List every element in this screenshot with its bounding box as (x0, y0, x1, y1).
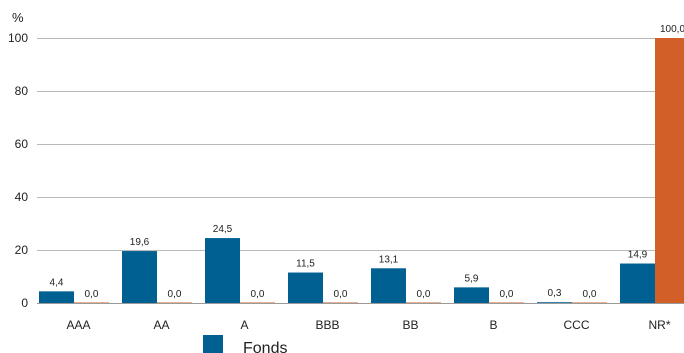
bar-series0-AAA (39, 291, 74, 303)
value-label-series0-NR*: 14,9 (628, 250, 648, 261)
y-tick-label-60: 60 (15, 137, 29, 151)
x-tick-label-BB: BB (402, 318, 418, 332)
y-axis-ticks: 0 20 40 60 80 100 (8, 31, 28, 310)
bar-series0-NR* (620, 263, 655, 303)
value-label-series1-BB: 0,0 (417, 289, 431, 300)
bar-series1-AA (157, 302, 192, 303)
value-label-series0-A: 24,5 (213, 224, 233, 235)
legend-swatch-fonds (203, 335, 223, 353)
x-tick-label-NR*: NR* (648, 318, 670, 332)
value-labels: 4,4 0,0 19,6 0,0 24,5 0,0 11,5 0,0 13,1 0,0 5,9 0,0… (50, 24, 684, 300)
bar-series1-B (489, 302, 524, 303)
x-axis-ticks: AAA AA A BBB BB B CCC NR* (66, 318, 670, 332)
y-tick-label-100: 100 (8, 31, 28, 45)
x-tick-label-A: A (240, 318, 248, 332)
value-label-series1-A: 0,0 (251, 289, 265, 300)
grid-lines (37, 38, 684, 304)
y-tick-label-20: 20 (15, 243, 29, 257)
value-label-series0-AAA: 4,4 (50, 277, 64, 288)
legend-label-fonds: Fonds (243, 340, 287, 353)
value-label-series0-BBB: 11,5 (296, 259, 315, 270)
y-tick-label-80: 80 (15, 84, 29, 98)
value-label-series1-AA: 0,0 (168, 289, 182, 300)
value-label-series0-AA: 19,6 (130, 237, 150, 248)
bar-series0-BBB (288, 272, 323, 303)
bar-series1-A (240, 302, 275, 303)
y-tick-label-0: 0 (21, 296, 28, 310)
bar-series0-CCC (537, 302, 572, 303)
value-label-series1-AAA: 0,0 (85, 289, 99, 300)
bar-series1-AAA (74, 302, 109, 303)
bars (39, 38, 684, 303)
bar-series0-BB (371, 268, 406, 303)
value-label-series1-CCC: 0,0 (583, 289, 597, 300)
value-label-series0-B: 5,9 (465, 273, 479, 284)
bar-series0-A (205, 238, 240, 303)
value-label-series1-BBB: 0,0 (334, 289, 348, 300)
bar-series1-CCC (572, 302, 607, 303)
x-tick-label-B: B (489, 318, 497, 332)
value-label-series1-NR*: 100,0 (660, 24, 684, 35)
x-tick-label-BBB: BBB (315, 318, 339, 332)
legend: Fonds (203, 335, 287, 353)
bar-series0-AA (122, 251, 157, 303)
value-label-series0-BB: 13,1 (379, 254, 399, 265)
value-label-series1-B: 0,0 (500, 289, 514, 300)
x-tick-label-AA: AA (153, 318, 169, 332)
bar-series1-BB (406, 302, 441, 303)
value-label-series0-CCC: 0,3 (548, 288, 562, 299)
bar-series0-B (454, 287, 489, 303)
bar-series1-BBB (323, 302, 358, 303)
x-tick-label-AAA: AAA (66, 318, 90, 332)
x-tick-label-CCC: CCC (564, 318, 590, 332)
y-tick-label-40: 40 (15, 190, 29, 204)
bar-series1-NR* (655, 38, 684, 303)
y-axis-unit-label: % (12, 10, 24, 25)
